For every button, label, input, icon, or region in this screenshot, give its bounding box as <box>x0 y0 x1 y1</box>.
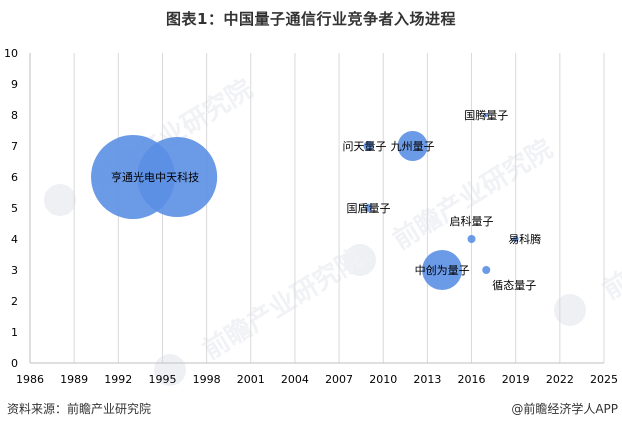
bubble-series <box>91 113 519 290</box>
bubble-label: 国盾量子 <box>347 202 391 215</box>
x-tick-label: 2016 <box>458 373 486 386</box>
y-tick-label: 8 <box>11 109 18 122</box>
bubble-point[interactable] <box>422 250 463 290</box>
bubble-label: 国腾量子 <box>464 108 508 122</box>
y-tick-label: 9 <box>11 78 18 91</box>
x-tick-label: 1989 <box>60 373 88 386</box>
bubble-point[interactable] <box>364 204 373 212</box>
y-tick-label: 7 <box>11 140 18 153</box>
y-tick-label: 3 <box>11 264 18 277</box>
x-tick-label: 1992 <box>104 373 132 386</box>
bubble-label: 循态量子 <box>492 279 536 292</box>
watermark-logo-icon <box>554 294 586 326</box>
y-tick-label: 2 <box>11 295 18 308</box>
bubble-point[interactable] <box>512 236 519 242</box>
y-tick-label: 6 <box>11 171 18 184</box>
axes: 1986 1989 1992 1995 1998 2001 2004 2007 2010 2013… <box>4 47 618 386</box>
bubble-label: 亨通光电 <box>111 170 155 184</box>
bubble-point[interactable] <box>397 131 428 161</box>
bubble-label: 中天科技 <box>155 170 199 184</box>
watermark-text: 前瞻产业研究院 <box>597 183 622 306</box>
x-tick-label: 2022 <box>546 373 574 386</box>
x-tick-label: 2007 <box>325 373 353 386</box>
x-tick-label: 2004 <box>281 373 309 386</box>
x-tick-label: 2001 <box>237 373 265 386</box>
x-tick-label: 1998 <box>193 373 221 386</box>
watermark-logo-icon <box>44 184 76 216</box>
bubble-point[interactable] <box>484 113 489 117</box>
credit-note: @前瞻经济学人APP <box>511 402 618 416</box>
bubble-label: 九州量子 <box>391 140 435 153</box>
watermark-text: 前瞻产业研究院 <box>197 243 368 366</box>
x-tick-label: 2010 <box>369 373 397 386</box>
x-tick-label: 1986 <box>16 373 44 386</box>
y-tick-label: 4 <box>11 233 18 246</box>
y-tick-label: 0 <box>11 357 18 370</box>
source-note: 资料来源：前瞻产业研究院 <box>7 402 152 416</box>
bubble-point[interactable] <box>137 137 218 217</box>
bubble-label: 中创为量子 <box>415 264 470 277</box>
x-tick-label: 2013 <box>413 373 441 386</box>
x-tick-label: 1995 <box>148 373 176 386</box>
bubble-label: 易科腾 <box>508 232 541 246</box>
y-tick-label: 5 <box>11 202 18 215</box>
x-tick-label: 2019 <box>502 373 530 386</box>
chart-title: 图表1：中国量子通信行业竞争者入场进程 <box>166 10 456 28</box>
y-tick-label: 10 <box>4 47 18 60</box>
bubble-point[interactable] <box>482 266 491 274</box>
y-tick-label: 1 <box>11 326 18 339</box>
bubble-point[interactable] <box>467 235 476 243</box>
x-tick-label: 2025 <box>590 373 618 386</box>
bubble-label: 问天量子 <box>343 140 387 153</box>
watermark-logo-icon <box>344 244 376 276</box>
bubble-point[interactable] <box>363 141 374 151</box>
bubble-label: 启科量子 <box>450 214 494 228</box>
